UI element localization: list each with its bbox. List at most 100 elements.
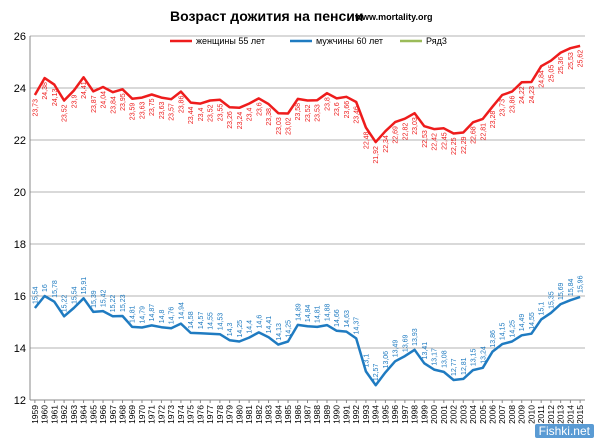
x-tick-label: 1960 bbox=[40, 405, 50, 424]
data-label: 24,23 bbox=[529, 86, 536, 104]
x-tick-label: 1985 bbox=[283, 405, 293, 424]
data-label: 23,6 bbox=[334, 102, 341, 116]
data-label: 23,4 bbox=[247, 107, 254, 121]
x-tick-label: 1987 bbox=[303, 405, 313, 424]
data-label: 13,15 bbox=[471, 348, 478, 366]
watermark: Fishki.net bbox=[534, 424, 594, 438]
data-label: 25,05 bbox=[548, 65, 555, 83]
data-label: 23,86 bbox=[178, 96, 185, 114]
data-label: 23,03 bbox=[412, 117, 419, 135]
data-label: 14,57 bbox=[198, 312, 205, 330]
data-label: 14,4 bbox=[247, 320, 254, 334]
data-label: 22,29 bbox=[461, 136, 468, 154]
data-label: 15,22 bbox=[110, 295, 117, 313]
data-label: 15,91 bbox=[81, 277, 88, 295]
data-label: 15,78 bbox=[52, 280, 59, 298]
x-tick-label: 1962 bbox=[59, 405, 69, 424]
x-tick-label: 1969 bbox=[127, 405, 137, 424]
y-tick-label: 22 bbox=[14, 135, 26, 147]
data-label: 23,28 bbox=[490, 111, 497, 129]
data-label: 22,53 bbox=[422, 130, 429, 148]
chart-subtitle-text: www.mortality.org bbox=[354, 12, 433, 22]
x-tick-label: 2004 bbox=[468, 405, 478, 424]
data-label: 23,4 bbox=[198, 107, 205, 121]
data-label: 14,15 bbox=[500, 322, 507, 340]
data-label: 23,87 bbox=[91, 95, 98, 113]
x-tick-label: 1959 bbox=[30, 405, 40, 424]
data-label: 14,6 bbox=[256, 315, 263, 329]
x-tick-label: 2005 bbox=[478, 405, 488, 424]
series-line-2 bbox=[33, 294, 581, 387]
data-label: 15,96 bbox=[578, 275, 585, 293]
x-tick-label: 1978 bbox=[215, 405, 225, 424]
x-tick-label: 1965 bbox=[88, 405, 98, 424]
data-label: 15,35 bbox=[548, 291, 555, 309]
data-label: 14,3 bbox=[227, 322, 234, 336]
x-tick-label: 1972 bbox=[156, 405, 166, 424]
x-tick-label: 1973 bbox=[166, 405, 176, 424]
data-label: 23,46 bbox=[354, 106, 361, 124]
data-label: 24,84 bbox=[539, 70, 546, 88]
data-label: 24,04 bbox=[101, 91, 108, 109]
x-tick-label: 1990 bbox=[332, 405, 342, 424]
legend-item: мужчины 60 лет bbox=[290, 36, 383, 46]
data-label: 14,58 bbox=[188, 311, 195, 329]
x-tick-label: 1993 bbox=[361, 405, 371, 424]
x-tick-label: 2001 bbox=[439, 405, 449, 424]
data-label: 23,02 bbox=[286, 117, 293, 135]
x-tick-label: 1980 bbox=[234, 405, 244, 424]
x-tick-label: 2015 bbox=[575, 405, 585, 424]
data-label: 23,86 bbox=[509, 96, 516, 114]
data-label: 15,1 bbox=[539, 302, 546, 316]
data-label: 25,36 bbox=[558, 57, 565, 75]
x-tick-label: 1976 bbox=[195, 405, 205, 424]
x-tick-label: 1981 bbox=[244, 405, 254, 424]
legend-label: Ряд3 bbox=[426, 36, 447, 46]
chart-title-text: Возраст дожития на пенсии bbox=[170, 8, 363, 24]
data-label: 13,06 bbox=[383, 351, 390, 369]
data-label: 14,63 bbox=[344, 310, 351, 328]
data-label: 22,34 bbox=[383, 135, 390, 153]
data-label: 13,17 bbox=[432, 348, 439, 366]
data-label: 15,23 bbox=[120, 294, 127, 312]
x-tick-label: 2002 bbox=[449, 405, 459, 424]
data-label: 23,53 bbox=[315, 104, 322, 122]
x-tick-label: 2009 bbox=[517, 405, 527, 424]
data-label: 23,26 bbox=[227, 111, 234, 129]
data-label: 23,73 bbox=[32, 99, 39, 117]
data-label: 23,57 bbox=[169, 103, 176, 121]
data-label: 22,42 bbox=[432, 133, 439, 151]
x-tick-label: 1982 bbox=[254, 405, 264, 424]
data-label: 23,55 bbox=[217, 104, 224, 122]
data-label: 14,88 bbox=[324, 303, 331, 321]
chart-title: Возраст дожития на пенсии www.mortality.… bbox=[170, 8, 433, 24]
data-label: 14,55 bbox=[208, 312, 215, 330]
x-tick-label: 1994 bbox=[371, 405, 381, 424]
data-label: 23,38 bbox=[266, 108, 273, 126]
x-tick-label: 1998 bbox=[410, 405, 420, 424]
x-tick-label: 2011 bbox=[536, 405, 546, 424]
data-label: 25,62 bbox=[578, 50, 585, 68]
data-label: 23,73 bbox=[500, 99, 507, 117]
x-tick-label: 2010 bbox=[526, 405, 536, 424]
x-tick-label: 1983 bbox=[264, 405, 274, 424]
data-label: 15,22 bbox=[62, 295, 69, 313]
data-label: 14,76 bbox=[169, 307, 176, 325]
data-label: 14,81 bbox=[315, 305, 322, 323]
data-label: 15,84 bbox=[568, 279, 575, 297]
x-tick-label: 1984 bbox=[273, 405, 283, 424]
series-line-1 bbox=[33, 44, 581, 144]
x-tick-label: 2012 bbox=[546, 405, 556, 424]
data-label: 24,41 bbox=[81, 81, 88, 99]
legend-label: женщины 55 лет bbox=[196, 36, 265, 46]
data-label: 22,48 bbox=[363, 131, 370, 149]
data-label: 14,89 bbox=[295, 303, 302, 321]
x-tick-label: 1977 bbox=[205, 405, 215, 424]
data-label: 23,44 bbox=[188, 106, 195, 124]
x-tick-label: 1975 bbox=[186, 405, 196, 424]
data-label: 12,77 bbox=[451, 358, 458, 376]
data-label: 23,9 bbox=[71, 94, 78, 108]
x-tick-label: 1968 bbox=[118, 405, 128, 424]
x-tick-label: 1974 bbox=[176, 405, 186, 424]
data-label: 14,41 bbox=[266, 316, 273, 334]
